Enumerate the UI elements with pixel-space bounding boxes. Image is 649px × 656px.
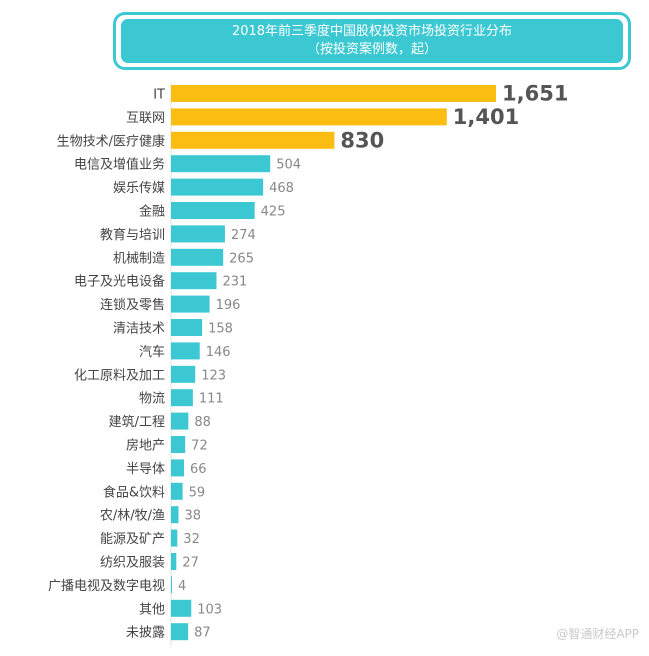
chart-title-box: 2018年前三季度中国股权投资市场投资行业分布 （按投资案例数，起） xyxy=(113,12,631,70)
bar-16 xyxy=(171,436,186,453)
category-label-12: 汽车 xyxy=(139,344,165,360)
category-label-21: 纺织及服装 xyxy=(100,556,165,571)
bar-7 xyxy=(171,225,225,243)
bar-17 xyxy=(171,459,184,477)
value-label-13: 123 xyxy=(201,368,226,383)
value-label-16: 72 xyxy=(191,439,208,454)
value-label-9: 231 xyxy=(222,275,247,290)
category-label-15: 建筑/工程 xyxy=(109,414,165,430)
bar-11 xyxy=(171,319,203,336)
bar-22 xyxy=(171,576,172,594)
value-label-12: 146 xyxy=(206,345,231,360)
category-label-9: 电子及光电设备 xyxy=(74,274,165,290)
value-label-5: 468 xyxy=(269,181,294,196)
category-label-16: 房地产 xyxy=(126,438,165,454)
value-label-19: 38 xyxy=(184,509,201,524)
category-label-24: 未披露 xyxy=(126,626,165,641)
value-label-18: 59 xyxy=(189,485,206,500)
value-label-11: 158 xyxy=(208,322,233,337)
bar-20 xyxy=(171,529,178,547)
watermark: @智通财经APP xyxy=(556,627,639,641)
bar-4 xyxy=(171,155,271,173)
chart-title-banner: 2018年前三季度中国股权投资市场投资行业分布 （按投资案例数，起） xyxy=(121,19,623,63)
value-label-20: 32 xyxy=(183,532,200,547)
category-label-13: 化工原料及加工 xyxy=(74,368,165,383)
value-label-7: 274 xyxy=(231,228,256,243)
bar-21 xyxy=(171,553,177,570)
value-label-22: 4 xyxy=(178,579,186,594)
category-label-2: 互联网 xyxy=(126,111,165,126)
category-label-23: 其他 xyxy=(139,602,165,617)
bar-6 xyxy=(171,202,255,219)
category-label-6: 金融 xyxy=(139,204,165,220)
bar-12 xyxy=(171,342,200,360)
category-label-7: 教育与培训 xyxy=(100,227,165,243)
value-label-17: 66 xyxy=(190,462,207,477)
value-label-2: 1,401 xyxy=(453,105,519,129)
value-label-15: 88 xyxy=(194,415,211,430)
chart-subtitle: （按投资案例数，起） xyxy=(306,42,437,57)
bar-3 xyxy=(171,131,335,149)
value-label-23: 103 xyxy=(197,602,222,617)
value-label-4: 504 xyxy=(276,158,301,173)
value-label-1: 1,651 xyxy=(502,82,568,106)
value-label-21: 27 xyxy=(182,556,199,571)
category-label-8: 机械制造 xyxy=(113,251,165,266)
bar-19 xyxy=(171,506,179,524)
category-label-17: 半导体 xyxy=(126,462,165,477)
value-label-10: 196 xyxy=(216,298,241,313)
category-label-5: 娱乐传媒 xyxy=(113,181,165,196)
bar-14 xyxy=(171,389,193,407)
value-label-14: 111 xyxy=(199,392,224,407)
value-label-3: 830 xyxy=(340,128,384,152)
bar-13 xyxy=(171,365,196,383)
chart-title: 2018年前三季度中国股权投资市场投资行业分布 xyxy=(231,24,513,39)
bar-1 xyxy=(171,85,496,102)
category-label-18: 食品&饮料 xyxy=(103,484,165,500)
category-label-14: 物流 xyxy=(139,392,165,407)
bar-18 xyxy=(171,482,183,500)
category-label-3: 生物技术/医疗健康 xyxy=(57,133,165,149)
bar-2 xyxy=(171,108,447,126)
bar-15 xyxy=(171,412,189,430)
category-label-22: 广播电视及数字电视 xyxy=(48,579,165,594)
value-label-8: 265 xyxy=(229,251,254,266)
bar-24 xyxy=(171,623,189,641)
bar-23 xyxy=(171,599,192,617)
bar-8 xyxy=(171,248,224,266)
category-label-20: 能源及矿产 xyxy=(100,532,165,547)
bar-9 xyxy=(171,272,217,290)
bar-5 xyxy=(171,178,264,196)
bar-10 xyxy=(171,295,210,313)
category-label-10: 连锁及零售 xyxy=(100,297,165,313)
category-label-4: 电信及增值业务 xyxy=(74,157,165,173)
category-label-1: IT xyxy=(153,88,165,103)
category-label-11: 清洁技术 xyxy=(113,322,165,337)
value-label-6: 425 xyxy=(261,205,286,220)
category-label-19: 农/林/牧/渔 xyxy=(100,509,165,524)
value-label-24: 87 xyxy=(194,626,211,641)
